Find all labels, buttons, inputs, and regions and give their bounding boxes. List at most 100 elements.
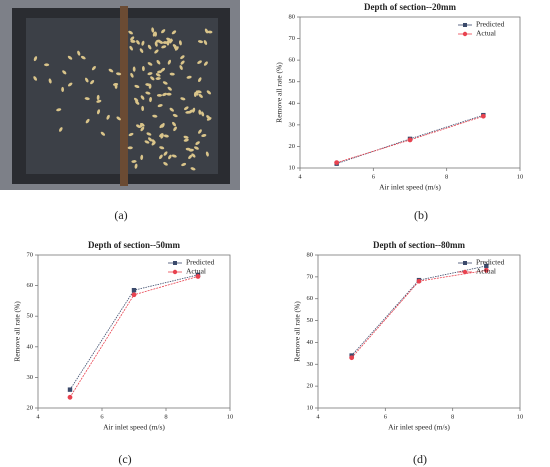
point — [195, 274, 201, 279]
seed — [166, 92, 172, 96]
seed — [56, 108, 62, 112]
seed — [163, 134, 169, 138]
legend-marker — [172, 269, 178, 275]
seed — [59, 127, 63, 132]
point — [480, 113, 486, 119]
point — [131, 292, 137, 298]
y-tick-label: 10 — [289, 164, 296, 171]
seed — [161, 45, 167, 49]
seed — [207, 30, 213, 34]
seed — [185, 147, 191, 151]
seed — [172, 113, 178, 118]
seed — [155, 73, 161, 77]
y-tick-label: 20 — [27, 404, 34, 411]
seed — [179, 65, 183, 70]
seed — [150, 76, 155, 81]
y-axis-label: Remove all rate (%) — [13, 301, 22, 362]
seed — [203, 40, 208, 45]
seed — [198, 129, 202, 134]
seed — [163, 161, 168, 166]
seed — [147, 72, 153, 76]
seed — [127, 146, 133, 150]
seed — [130, 40, 136, 43]
seed — [134, 163, 138, 169]
seed — [131, 160, 137, 163]
seed — [144, 140, 150, 144]
plot-frame — [37, 254, 231, 409]
legend-label: Actual — [476, 29, 496, 38]
seed — [159, 154, 163, 160]
seed — [80, 55, 86, 60]
photo — [0, 0, 240, 190]
seed — [178, 40, 182, 46]
y-tick-label: 30 — [289, 121, 296, 128]
point — [131, 287, 137, 293]
seed — [206, 90, 211, 95]
seed — [136, 124, 141, 129]
seed — [205, 151, 209, 157]
seed — [166, 37, 172, 41]
legend-marker — [462, 31, 468, 37]
seed — [201, 134, 207, 138]
seed — [114, 83, 118, 89]
y-tick-label: 40 — [307, 339, 314, 346]
x-tick-label: 4 — [298, 173, 302, 180]
x-tick-label: 6 — [100, 413, 104, 420]
seed — [96, 109, 101, 115]
seed — [62, 70, 67, 75]
seed — [44, 63, 50, 67]
seed — [140, 95, 145, 100]
seed — [48, 78, 52, 84]
point — [483, 267, 489, 273]
seed — [61, 86, 65, 93]
seed — [180, 60, 185, 65]
y-tick-label: 60 — [307, 295, 314, 302]
y-tick-label: 70 — [307, 273, 314, 280]
seed — [156, 59, 161, 65]
seed — [191, 153, 196, 158]
seed — [203, 61, 208, 66]
seed — [140, 154, 144, 160]
seed — [91, 65, 96, 71]
seed — [100, 131, 106, 136]
panel-label: (a) — [114, 208, 127, 222]
x-axis-label: Air inlet speed (m/s) — [379, 183, 441, 192]
legend-label: Actual — [476, 267, 496, 276]
seed — [145, 83, 151, 87]
seed — [157, 70, 163, 74]
seed — [155, 77, 161, 80]
seed — [188, 154, 193, 160]
seed — [192, 107, 196, 113]
y-tick-label: 40 — [289, 100, 296, 107]
seed — [180, 97, 186, 101]
seed — [33, 56, 38, 62]
seed — [129, 45, 133, 51]
seed — [162, 92, 167, 97]
seed — [132, 66, 136, 72]
y-axis-label: Remove all rate (%) — [293, 301, 302, 362]
y-axis-label: Remove all rate (%) — [275, 62, 284, 123]
seed — [85, 77, 89, 83]
y-tick-label: 20 — [307, 383, 314, 390]
legend-label: Predicted — [476, 258, 505, 267]
panel-label: (d) — [413, 452, 427, 466]
seed — [147, 62, 153, 66]
y-tick-label: 30 — [27, 374, 34, 381]
seed — [148, 137, 153, 142]
seed — [154, 31, 157, 37]
point — [407, 137, 413, 143]
x-tick-label: 8 — [445, 173, 448, 180]
seed — [158, 40, 164, 44]
seed — [77, 50, 81, 56]
seed — [169, 107, 174, 112]
y-tick-label: 80 — [289, 13, 296, 20]
seed — [171, 154, 177, 158]
seed — [116, 116, 121, 121]
seed — [167, 59, 172, 65]
seed — [140, 126, 145, 132]
seed — [166, 40, 170, 46]
x-tick-label: 10 — [227, 413, 234, 420]
seed — [168, 154, 172, 160]
legend-marker — [462, 269, 468, 275]
